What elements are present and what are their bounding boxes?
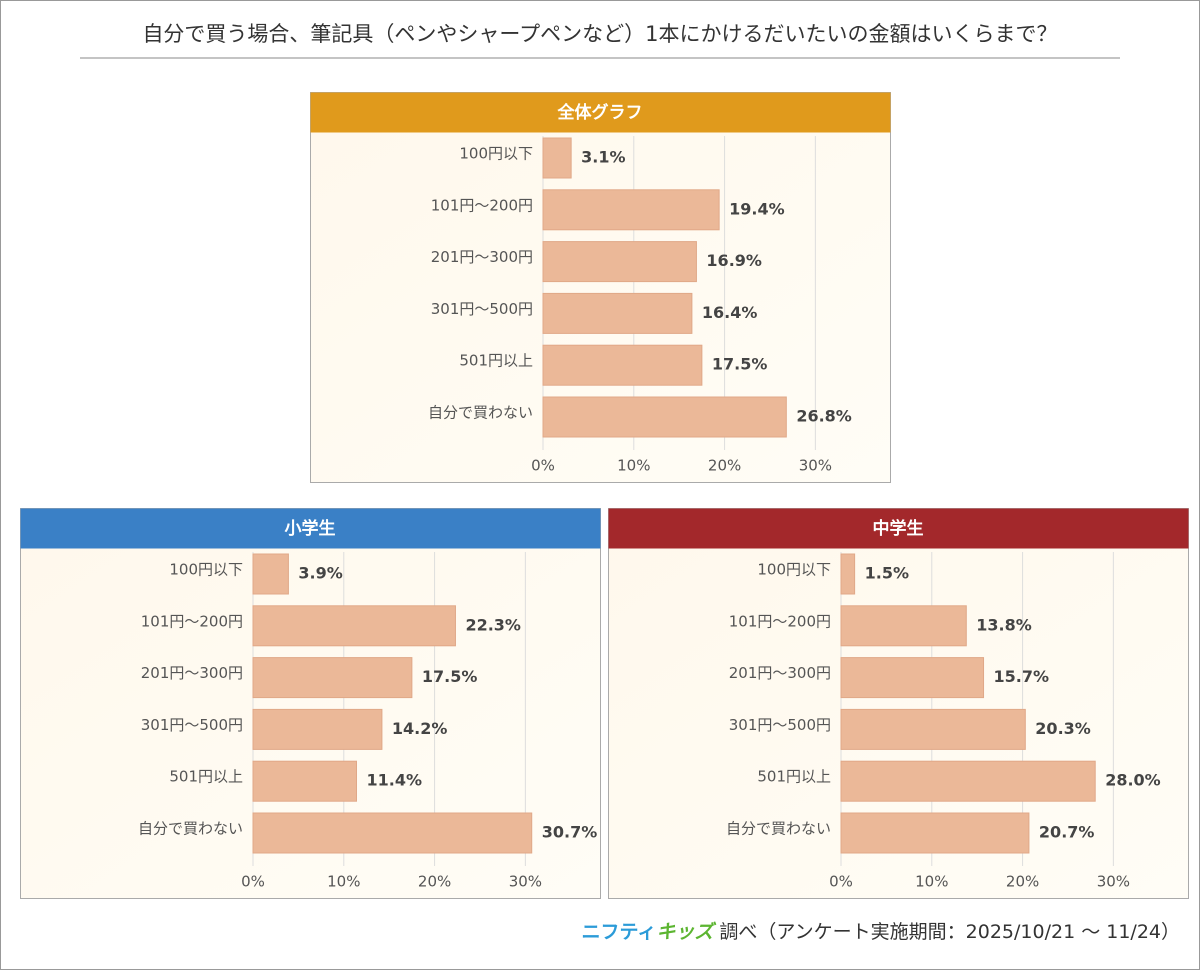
x-tick-label: 10% (617, 457, 650, 475)
category-label: 101円～200円 (141, 612, 243, 630)
value-label: 17.5% (422, 667, 478, 686)
x-tick-label: 30% (509, 873, 542, 891)
category-label: 100円以下 (459, 145, 533, 163)
panel-header (20, 508, 601, 549)
x-tick-label: 10% (327, 873, 360, 891)
category-label: 201円～300円 (141, 664, 243, 682)
category-label: 501円以上 (459, 352, 533, 370)
panel-title: 中学生 (873, 518, 924, 539)
x-tick-label: 30% (1097, 873, 1130, 891)
bar (840, 553, 856, 595)
category-label: 100円以下 (169, 561, 243, 579)
source-brand: ニフティ (582, 921, 657, 943)
bar (840, 760, 1096, 802)
category-label: 301円～500円 (431, 300, 533, 318)
value-label: 13.8% (976, 615, 1032, 634)
panel-title: 全体グラフ (557, 102, 643, 123)
category-label: 自分で買わない (428, 404, 533, 422)
bar (542, 241, 697, 283)
category-label: 101円～200円 (431, 196, 533, 214)
bar (542, 292, 693, 334)
bar (252, 760, 357, 802)
panel-header (608, 508, 1189, 549)
category-label: 501円以上 (757, 768, 831, 786)
bar (252, 708, 383, 750)
value-label: 3.9% (298, 564, 342, 583)
x-tick-label: 0% (241, 873, 265, 891)
panel-header (310, 92, 891, 133)
x-tick-label: 0% (531, 457, 555, 475)
bar (252, 605, 456, 647)
bar (840, 708, 1026, 750)
value-label: 16.4% (702, 303, 758, 322)
category-label: 自分で買わない (726, 820, 831, 838)
bar (252, 657, 413, 699)
x-tick-label: 20% (708, 457, 741, 475)
value-label: 30.7% (542, 823, 598, 842)
x-tick-label: 0% (829, 873, 853, 891)
bar (252, 812, 533, 854)
source-text: 調べ（アンケート実施期間：2025/10/21 ～ 11/24） (719, 921, 1180, 943)
value-label: 20.7% (1039, 823, 1095, 842)
bar (542, 344, 703, 386)
category-label: 201円～300円 (431, 248, 533, 266)
x-tick-label: 10% (915, 873, 948, 891)
source-note: ニフティキッズ 調べ（アンケート実施期間：2025/10/21 ～ 11/24） (582, 921, 1180, 943)
bar (840, 657, 985, 699)
value-label: 11.4% (367, 771, 423, 790)
bar (542, 189, 720, 231)
category-label: 201円～300円 (729, 664, 831, 682)
value-label: 1.5% (865, 564, 909, 583)
x-tick-label: 30% (799, 457, 832, 475)
value-label: 19.4% (729, 199, 785, 218)
bar (252, 553, 289, 595)
value-label: 16.9% (706, 251, 762, 270)
bar (542, 396, 787, 438)
category-label: 100円以下 (757, 561, 831, 579)
category-label: 501円以上 (169, 768, 243, 786)
value-label: 22.3% (465, 615, 521, 634)
bar (840, 605, 967, 647)
value-label: 15.7% (994, 667, 1050, 686)
value-label: 28.0% (1105, 771, 1161, 790)
category-label: 301円～500円 (729, 716, 831, 734)
value-label: 20.3% (1035, 719, 1091, 738)
value-label: 17.5% (712, 355, 768, 374)
value-label: 3.1% (581, 148, 625, 167)
bar (840, 812, 1030, 854)
category-label: 101円～200円 (729, 612, 831, 630)
panel-title: 小学生 (285, 518, 336, 539)
category-label: 自分で買わない (138, 820, 243, 838)
page-title: 自分で買う場合、筆記具（ペンやシャープペンなど）1本にかけるだいたいの金額はいく… (142, 22, 1057, 46)
value-label: 26.8% (796, 407, 852, 426)
x-tick-label: 20% (418, 873, 451, 891)
bar (542, 137, 572, 179)
value-label: 14.2% (392, 719, 448, 738)
source-brand: キッズ (656, 921, 716, 943)
x-tick-label: 20% (1006, 873, 1039, 891)
category-label: 301円～500円 (141, 716, 243, 734)
